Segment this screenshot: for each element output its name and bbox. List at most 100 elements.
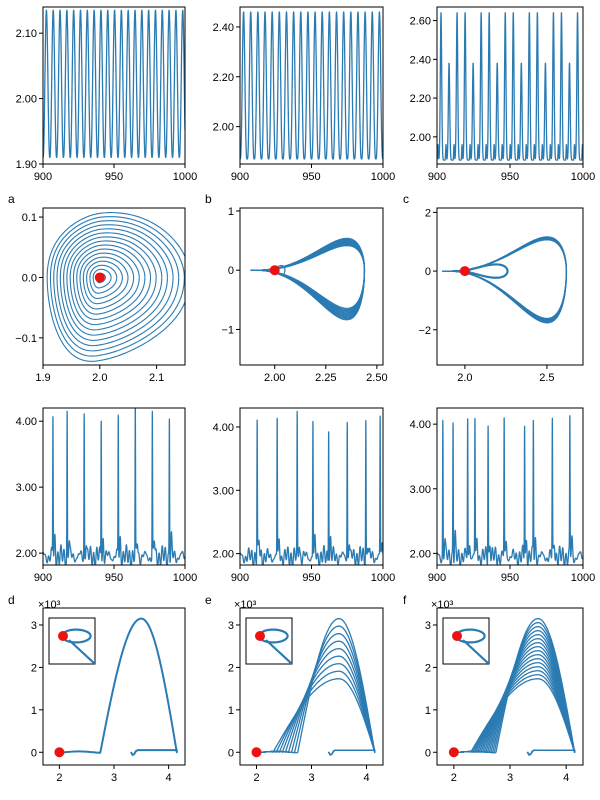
orbit-line xyxy=(250,238,366,319)
y-tick-label: 2.00 xyxy=(410,548,431,560)
x-tick-label: 3 xyxy=(308,772,314,784)
y-tick-label: 4.00 xyxy=(213,422,234,434)
orbit-line xyxy=(442,239,567,319)
time-series-line xyxy=(437,12,583,161)
orbit-line xyxy=(251,242,365,314)
orbit-line xyxy=(442,238,567,320)
orbit-line xyxy=(252,245,365,309)
panel-b-phase: 2.00 2.25 2.50 −1 0 1 xyxy=(221,206,387,384)
time-series-line xyxy=(240,410,383,565)
orbit-line xyxy=(58,617,178,756)
y-tick-label: −1 xyxy=(221,324,234,336)
y-tick-label: 4.00 xyxy=(16,416,37,428)
panel-d-phase: 2 3 4 0 1 2 3 xyxy=(31,607,186,784)
x-tick-label: 950 xyxy=(105,572,123,584)
orbit-line xyxy=(441,236,568,323)
y-tick-label: 0 xyxy=(228,265,234,277)
orbit-line xyxy=(53,220,180,352)
x-tick-label: 2.00 xyxy=(264,372,285,384)
orbit-line xyxy=(442,238,567,321)
multiplier-label-f: ×10³ xyxy=(431,599,454,611)
y-tick-label: 2 xyxy=(31,662,37,674)
orbit-line xyxy=(251,244,365,311)
panel-a-time: 900 950 1000 1.90 2.00 2.10 xyxy=(16,6,197,183)
y-tick-label: 0.1 xyxy=(22,212,37,224)
x-tick-label: 2.0 xyxy=(92,372,107,384)
x-tick-label: 950 xyxy=(302,171,320,183)
x-tick-label: 950 xyxy=(501,572,519,584)
y-tick-label: 2.00 xyxy=(16,548,37,560)
orbit-line xyxy=(86,260,123,299)
y-tick-label: 3 xyxy=(228,620,234,632)
x-tick-label: 4 xyxy=(363,772,369,784)
x-tick-label: 1000 xyxy=(571,171,595,183)
orbit-line xyxy=(249,237,366,321)
x-tick-label: 2 xyxy=(253,772,259,784)
inset xyxy=(245,617,293,665)
y-tick-label: 1 xyxy=(228,705,234,717)
orbit-line xyxy=(441,237,567,322)
y-tick-label: 2.00 xyxy=(213,549,234,561)
y-tick-label: 1 xyxy=(425,705,431,717)
panel-e-phase: 2 3 4 0 1 2 3 xyxy=(228,607,384,784)
orbit-line xyxy=(250,238,366,320)
y-tick-label: 0.0 xyxy=(22,272,37,284)
x-tick-label: 900 xyxy=(428,572,446,584)
x-tick-label: 1000 xyxy=(571,572,595,584)
panel-a-phase: 1.9 2.0 2.1 −0.1 0.0 0.1 xyxy=(15,207,186,384)
x-tick-label: 900 xyxy=(34,171,52,183)
equilibrium-marker xyxy=(269,265,280,276)
y-tick-label: 2 xyxy=(228,662,234,674)
equilibrium-marker xyxy=(251,747,262,758)
orbit-line xyxy=(59,228,168,341)
y-tick-label: 2.40 xyxy=(213,22,234,34)
inset-branch xyxy=(462,639,489,664)
y-tick-label: 0 xyxy=(425,266,431,278)
orbit-line xyxy=(82,256,129,305)
y-tick-label: 2 xyxy=(425,207,431,219)
x-tick-label: 950 xyxy=(501,171,519,183)
panel-label-e: e xyxy=(205,593,212,607)
time-series-line xyxy=(240,11,383,160)
orbit-line xyxy=(76,248,140,315)
x-tick-label: 3 xyxy=(111,772,117,784)
y-tick-label: 0 xyxy=(31,747,37,759)
orbit-line xyxy=(69,240,152,326)
multiplier-label-d: ×10³ xyxy=(38,599,61,611)
orbit-line xyxy=(56,224,174,347)
orbit-line xyxy=(442,239,567,320)
x-tick-label: 4 xyxy=(563,772,569,784)
axes-frame xyxy=(239,6,384,165)
x-tick-label: 2.50 xyxy=(366,372,387,384)
orbit-line xyxy=(251,243,365,312)
panel-label-f: f xyxy=(403,593,407,607)
orbit-line xyxy=(46,212,185,362)
inner-loop-line xyxy=(460,263,509,279)
y-tick-label: 3.00 xyxy=(16,482,37,494)
x-tick-label: 3 xyxy=(507,772,513,784)
multiplier-labels: ×10³ ×10³ ×10³ xyxy=(38,599,454,611)
axes-frame xyxy=(239,407,384,566)
inset-branch xyxy=(265,639,292,664)
orbit-line xyxy=(251,242,365,313)
y-tick-label: 1.90 xyxy=(16,159,37,171)
orbit-line xyxy=(79,252,135,310)
y-tick-label: 1 xyxy=(228,206,234,218)
panel-label-c: c xyxy=(403,192,409,206)
x-tick-label: 2.25 xyxy=(315,372,336,384)
orbit-line xyxy=(250,239,366,318)
inset xyxy=(48,617,96,665)
x-tick-label: 900 xyxy=(34,572,52,584)
equilibrium-marker xyxy=(94,272,105,283)
x-tick-label: 950 xyxy=(302,572,320,584)
x-tick-label: 2.0 xyxy=(457,372,472,384)
x-tick-label: 1000 xyxy=(173,572,197,584)
x-tick-label: 1000 xyxy=(173,171,197,183)
axes-frame xyxy=(42,207,186,366)
y-tick-label: 3 xyxy=(31,620,37,632)
orbit-line xyxy=(441,236,568,324)
panel-label-b: b xyxy=(205,192,212,206)
x-tick-label: 1.9 xyxy=(35,372,50,384)
y-tick-label: 2.10 xyxy=(16,28,37,40)
x-tick-label: 900 xyxy=(231,572,249,584)
